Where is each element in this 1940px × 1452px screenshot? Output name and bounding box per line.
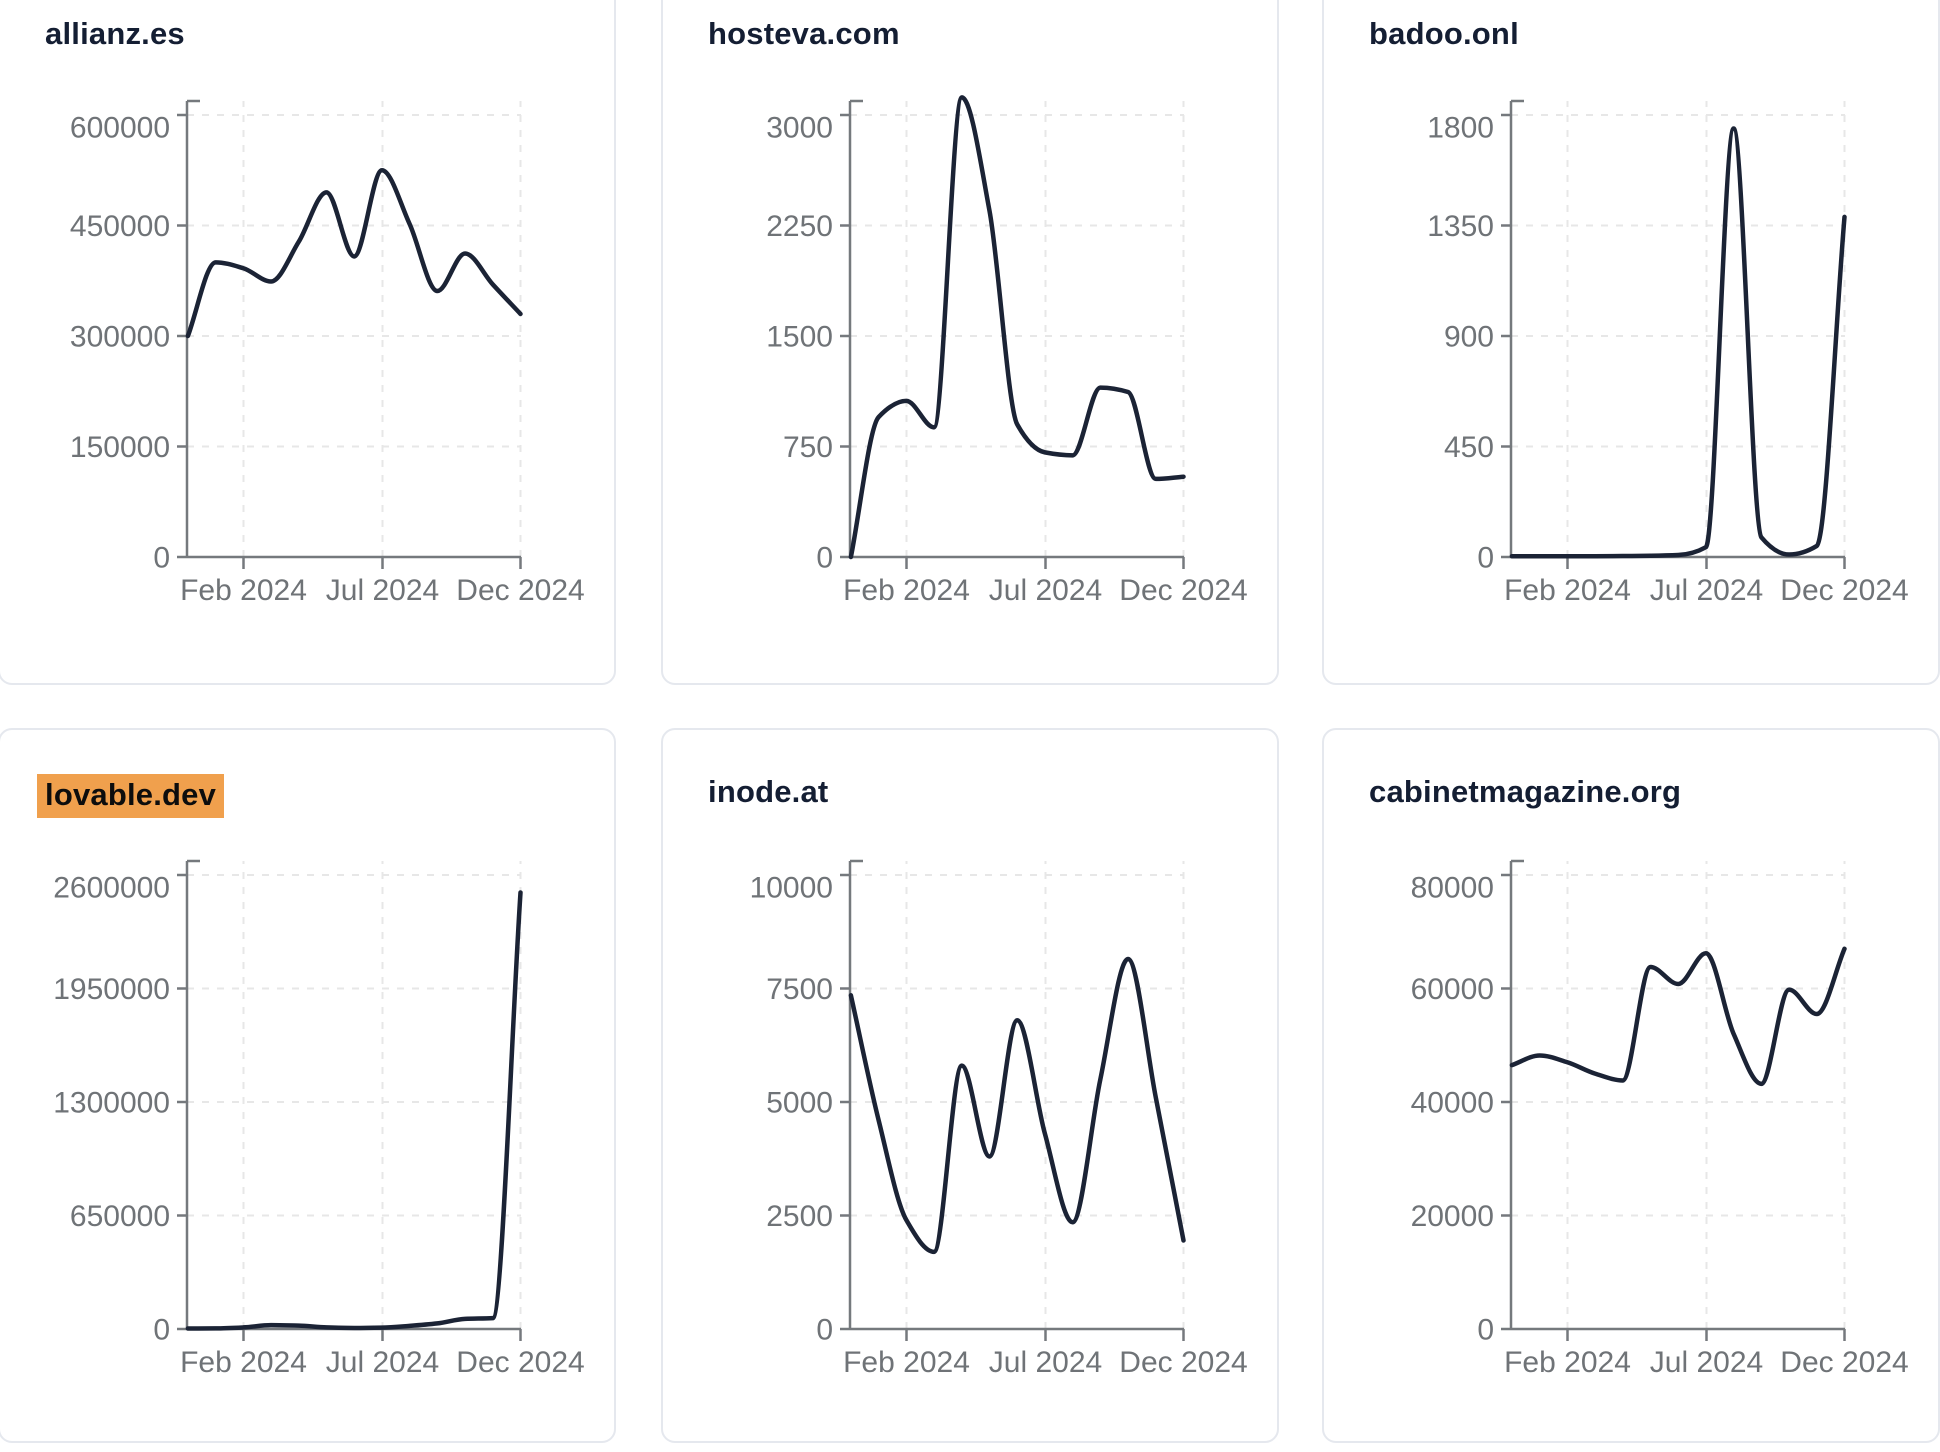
svg-text:Dec 2024: Dec 2024	[1780, 574, 1908, 607]
svg-text:Jul 2024: Jul 2024	[1650, 574, 1763, 607]
svg-text:Dec 2024: Dec 2024	[456, 574, 584, 607]
line-chart-hosteva-com: 0 750 1500 2250 3000 Feb 2024 Jul 2024 Dec 2024	[766, 95, 1248, 607]
chart-title: inode.at	[708, 774, 828, 810]
line-chart-inode-at: 0 2500 5000 7500 10000 Feb 2024 Jul 2024 Dec 20…	[750, 859, 1248, 1379]
domain-name: hosteva.com	[708, 16, 900, 51]
svg-text:450000: 450000	[70, 210, 170, 243]
chart-card-hosteva-com: hosteva.com 0 750 1500 2250 3000 Feb 2024 Jul …	[661, 0, 1279, 685]
svg-text:900: 900	[1444, 321, 1494, 354]
svg-text:20000: 20000	[1411, 1200, 1494, 1233]
svg-text:5000: 5000	[766, 1087, 833, 1120]
svg-text:Feb 2024: Feb 2024	[180, 574, 307, 607]
svg-text:Dec 2024: Dec 2024	[1119, 1346, 1247, 1379]
svg-text:0: 0	[1477, 542, 1494, 575]
svg-text:10000: 10000	[750, 872, 833, 905]
svg-text:Dec 2024: Dec 2024	[456, 1346, 584, 1379]
svg-text:Jul 2024: Jul 2024	[1650, 1346, 1763, 1379]
svg-text:1350: 1350	[1427, 210, 1494, 243]
svg-text:300000: 300000	[70, 321, 170, 354]
svg-text:600000: 600000	[70, 112, 170, 145]
svg-text:1950000: 1950000	[53, 973, 170, 1006]
svg-text:650000: 650000	[70, 1200, 170, 1233]
svg-text:40000: 40000	[1411, 1087, 1494, 1120]
svg-text:Jul 2024: Jul 2024	[326, 1346, 439, 1379]
svg-text:Dec 2024: Dec 2024	[1780, 1346, 1908, 1379]
chart-card-inode-at: inode.at 0 2500 5000 7500 10000 Feb 2024 Jul 2…	[661, 728, 1279, 1443]
line-chart-badoo-onl: 0 450 900 1350 1800 Feb 2024 Jul 2024 Dec 2024	[1427, 99, 1909, 607]
svg-text:0: 0	[153, 1314, 170, 1347]
chart-title: lovable.dev	[37, 774, 225, 818]
chart-card-lovable-dev: lovable.dev 0 650000 1300000 1950000 2600000…	[0, 728, 616, 1443]
svg-text:1300000: 1300000	[53, 1087, 170, 1120]
svg-text:Feb 2024: Feb 2024	[843, 1346, 970, 1379]
svg-text:150000: 150000	[70, 431, 170, 464]
svg-text:0: 0	[1477, 1314, 1494, 1347]
svg-text:Feb 2024: Feb 2024	[180, 1346, 307, 1379]
svg-text:Jul 2024: Jul 2024	[989, 1346, 1102, 1379]
svg-text:7500: 7500	[766, 973, 833, 1006]
svg-text:Feb 2024: Feb 2024	[843, 574, 970, 607]
chart-card-cabinetmagazine-org: cabinetmagazine.org 0 20000 40000 60000 8000…	[1322, 728, 1940, 1443]
svg-text:0: 0	[153, 542, 170, 575]
svg-text:3000: 3000	[766, 112, 833, 145]
chart-title: hosteva.com	[708, 16, 900, 52]
line-chart-lovable-dev: 0 650000 1300000 1950000 2600000 Feb 2024 Jul …	[53, 859, 585, 1379]
svg-text:1800: 1800	[1427, 112, 1494, 145]
svg-text:Jul 2024: Jul 2024	[326, 574, 439, 607]
svg-text:2500: 2500	[766, 1200, 833, 1233]
chart-title: badoo.onl	[1369, 16, 1519, 52]
svg-text:450: 450	[1444, 431, 1494, 464]
svg-text:750: 750	[783, 431, 833, 464]
svg-text:80000: 80000	[1411, 872, 1494, 905]
domain-name: badoo.onl	[1369, 16, 1519, 51]
domain-name: cabinetmagazine.org	[1369, 774, 1682, 809]
svg-text:60000: 60000	[1411, 973, 1494, 1006]
svg-text:0: 0	[816, 542, 833, 575]
chart-card-allianz-es: allianz.es 0 150000 300000 450000 600000 Feb …	[0, 0, 616, 685]
svg-text:2600000: 2600000	[53, 872, 170, 905]
svg-text:0: 0	[816, 1314, 833, 1347]
svg-text:Feb 2024: Feb 2024	[1504, 574, 1631, 607]
domain-name: inode.at	[708, 774, 829, 809]
chart-title: allianz.es	[45, 16, 185, 52]
line-chart-cabinetmagazine-org: 0 20000 40000 60000 80000 Feb 2024 Jul 2024 Dec…	[1411, 859, 1909, 1379]
svg-text:Jul 2024: Jul 2024	[989, 574, 1102, 607]
svg-text:Feb 2024: Feb 2024	[1504, 1346, 1631, 1379]
domain-name: allianz.es	[45, 16, 185, 51]
svg-text:Dec 2024: Dec 2024	[1119, 574, 1247, 607]
line-chart-allianz-es: 0 150000 300000 450000 600000 Feb 2024 Jul 202…	[70, 99, 585, 607]
svg-text:1500: 1500	[766, 321, 833, 354]
domain-name: lovable.dev	[37, 774, 225, 818]
chart-card-badoo-onl: badoo.onl 0 450 900 1350 1800 Feb 2024 Jul 202…	[1322, 0, 1940, 685]
chart-title: cabinetmagazine.org	[1369, 774, 1681, 810]
svg-text:2250: 2250	[766, 210, 833, 243]
